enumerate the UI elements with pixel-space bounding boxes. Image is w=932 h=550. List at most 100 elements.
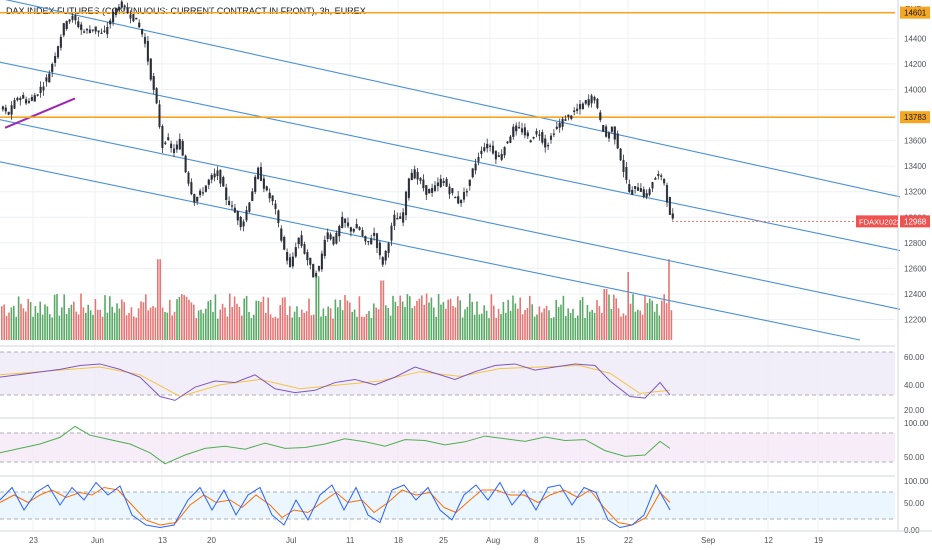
volume-bar [442,302,445,340]
candle [500,149,503,162]
volume-bar [656,303,658,340]
volume-bar [13,305,15,340]
candle-body [152,76,155,90]
price-tick-label: 12800 [904,239,927,248]
candle-body [312,264,315,278]
candle [326,228,329,243]
volume-bar [380,280,382,340]
candle [59,34,62,51]
candle [587,94,590,108]
volume-bar [286,315,289,340]
candle-body [489,145,492,147]
volume-bar [533,316,536,340]
candle-body [181,141,184,156]
volume-bar [164,312,166,340]
candle-body [512,126,515,137]
volume-bar [617,308,620,340]
volume-bar [85,312,87,340]
candle-body [228,200,231,206]
candle-body [80,24,83,31]
volume-bar [464,309,466,340]
candle-body [167,137,170,140]
volume-bar [135,317,137,340]
candle [85,28,89,34]
volume-bar [113,312,116,340]
candle [668,196,671,215]
candle [271,195,274,206]
volume-bar [557,307,560,340]
volume-bar [154,307,157,340]
volume-bar [610,309,613,340]
candle-body [460,199,463,204]
candle-body [268,192,271,199]
volume-bar [368,310,370,340]
candle [645,189,648,200]
candle-body [288,257,292,268]
candle-body [335,232,338,244]
candle [590,93,593,108]
volume-bar [591,309,593,340]
candle-body [1,106,4,110]
volume-bar [349,302,351,340]
volume-bar [255,300,257,340]
candle-body [631,189,634,195]
indicator-tick-label: 60.00 [904,353,925,362]
volume-bar [555,299,557,340]
volume-bar [15,316,17,340]
candle-body [555,126,558,129]
indicator-pane-rsi [0,345,895,401]
candle-body [114,8,118,16]
candle-body [71,15,74,20]
volume-bar [478,314,481,340]
candle-body [164,142,167,144]
candle [294,242,297,259]
volume-bar [125,315,128,340]
time-axis[interactable]: 23 Jun 13 20 Jul 11 18 25 Aug 8 15 22 Sep 12 19 [0,530,932,545]
candle [538,130,541,141]
candle-body [518,127,521,129]
price-axis[interactable]: 60.0040.0020.00100.0050.00100.0050.000.0… [856,0,930,535]
candle-body [547,145,550,147]
volume-bar [423,304,425,340]
volume-bar [392,295,394,340]
volume-bar [229,293,231,340]
candle [120,0,123,9]
volume-bar [243,298,245,340]
candle-body [138,22,141,28]
candle [309,257,312,270]
drawing-lines[interactable] [0,0,901,341]
volume-bar [190,302,193,340]
candle [619,148,622,162]
candle-body [277,210,280,224]
candle [190,178,193,196]
candle [7,111,10,116]
candle-body [532,137,535,139]
candle [636,182,640,191]
candle-body [155,88,158,104]
candle-body [36,94,39,96]
candle-body [207,179,210,185]
candle-body [170,143,173,149]
volume-bar [351,311,353,340]
candle-body [375,233,379,249]
volume-bar [622,313,625,340]
candle [489,143,492,152]
candle [494,150,497,164]
candle [254,174,257,195]
candle-body [373,232,376,236]
candle [520,122,524,135]
candle [114,7,118,18]
volume-bar [574,317,577,340]
candle-body [520,128,524,133]
candle [129,10,132,24]
volume-bar [459,300,461,340]
candle-body [558,122,561,128]
candle-body [271,195,274,202]
volume-bar [473,314,476,340]
last-price-tag [900,215,930,228]
candle-body [448,186,451,195]
candle-body [254,176,257,192]
candle [616,130,619,150]
candle-body [91,29,94,31]
